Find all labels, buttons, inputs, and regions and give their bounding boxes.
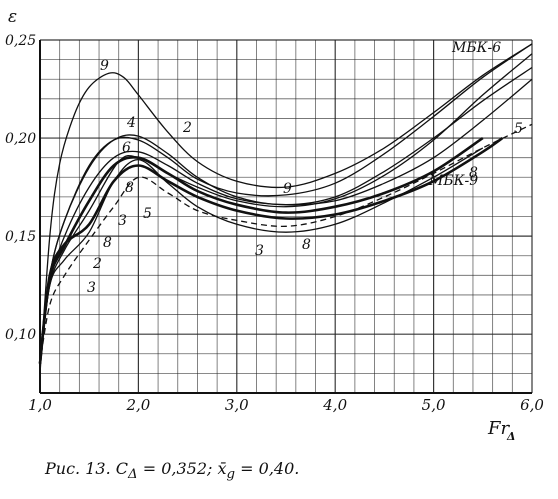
series-label-8: 8 [469,165,478,181]
y-tick-label: 0,15 [5,229,36,245]
series-label-9: 9 [100,58,109,74]
series-line-2 [39,53,533,364]
series-label-5: 5 [514,121,523,137]
series-line-мбк-6 [39,43,533,364]
y-tick-label: 0,10 [5,327,36,343]
caption-mid: = 0,352; x̄ [137,459,227,478]
x-axis-label: Fr [487,418,510,439]
x-tick-label: 6,0 [520,396,544,414]
x-tick-label: 2,0 [125,396,150,414]
caption-sub-g: g [226,467,236,483]
series-label-6: 6 [122,140,131,156]
series-label-3: 3 [118,213,127,229]
x-tick-label: 3,0 [225,396,249,414]
series-label-8: 8 [302,237,311,253]
series-label-мбк-9: МБК-9 [428,173,478,189]
series-label-5: 5 [143,206,152,222]
y-axis-label: ε [8,7,17,27]
series-line-5 [39,123,533,364]
series-label-9: 9 [283,181,292,197]
series-label-8: 8 [125,180,134,196]
series-label-3: 3 [87,280,96,296]
series-line-3 [39,147,484,364]
series-label-мбк-6: МБК-6 [451,40,501,56]
figure-caption: Рис. 13. CΔ = 0,352; x̄g = 0,40. [45,459,299,482]
series-line-6 [39,78,533,364]
series-label-2: 2 [92,256,102,272]
caption-sub-delta: Δ [127,467,138,483]
series-line-8 [38,137,504,364]
series-line-4 [39,66,533,364]
series-label-3: 3 [255,243,264,259]
series-label-2: 2 [182,120,192,136]
x-tick-label: 1,0 [28,396,52,414]
x-tick-label: 5,0 [422,396,446,414]
caption-suffix: = 0,40. [235,459,300,478]
series-label-4: 4 [126,115,136,131]
x-tick-label: 4,0 [322,396,347,414]
series-line-9 [39,43,533,374]
x-axis-label-subscript: Δ [506,430,516,443]
y-tick-label: 0,20 [5,131,36,147]
y-tick-label: 0,25 [5,33,36,49]
series-label-8: 8 [103,235,112,251]
caption-prefix: Рис. 13. C [45,459,128,478]
